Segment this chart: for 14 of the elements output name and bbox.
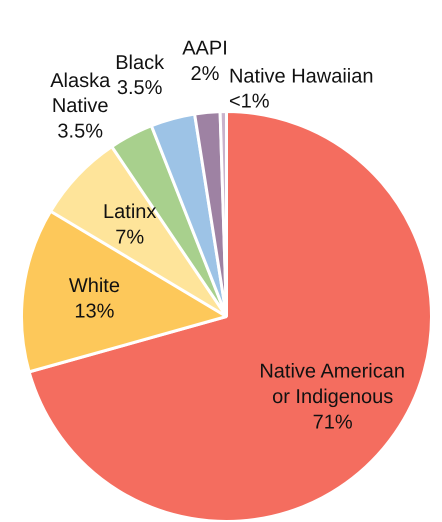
slice-label: Alaska Native <box>50 70 112 118</box>
slice-label: White <box>68 275 120 298</box>
slice-label: Latinx <box>103 201 156 224</box>
data-label: 71% <box>312 411 353 434</box>
slice-label: Black <box>115 52 166 74</box>
data-label: <1% <box>228 90 270 113</box>
data-label: 3.5% <box>57 120 104 142</box>
slice-label: Native American or Indigenous <box>259 360 405 408</box>
data-label: 13% <box>74 300 115 322</box>
slice-label: Native Hawaiian <box>228 65 374 88</box>
data-label: 7% <box>115 226 144 249</box>
data-label: 2% <box>190 62 220 85</box>
slice-label: AAPI <box>182 38 228 60</box>
data-label: 3.5% <box>116 77 163 100</box>
